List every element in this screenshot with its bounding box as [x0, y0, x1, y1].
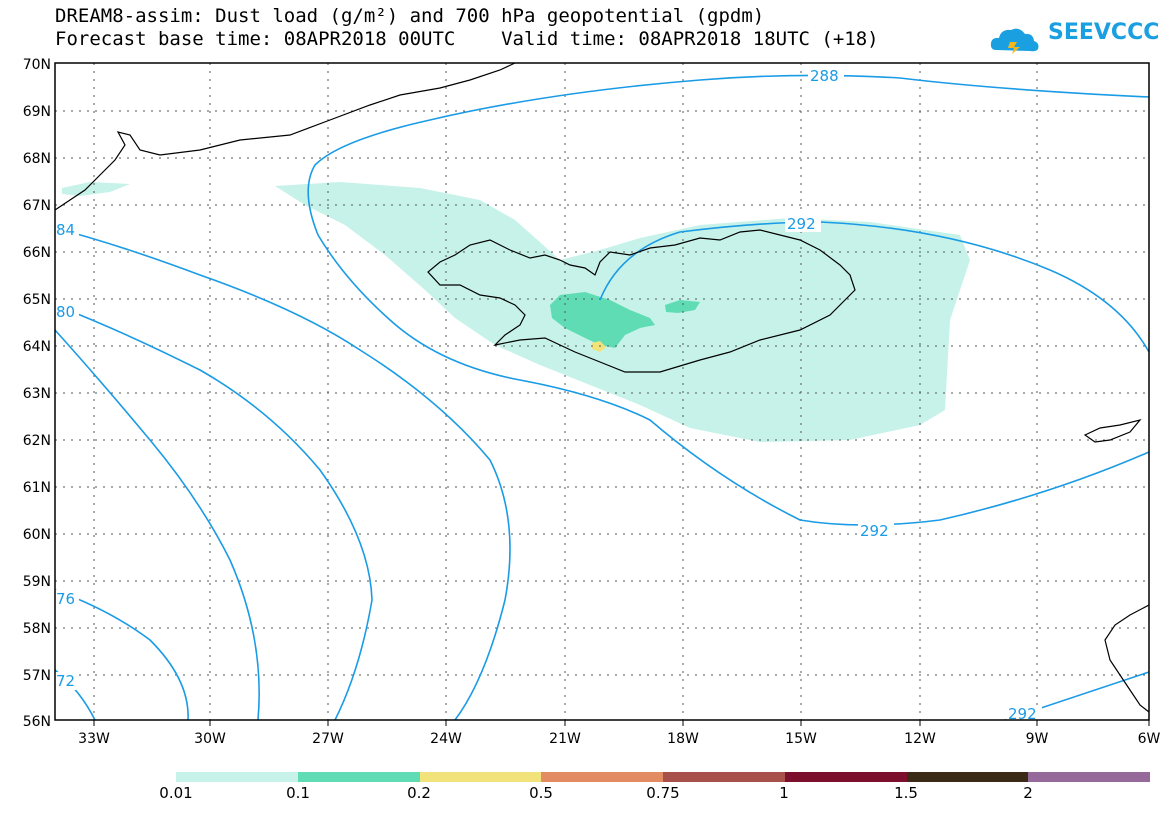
- legend-swatch: [176, 772, 298, 782]
- lon-label: 33W: [78, 731, 110, 747]
- legend-swatch: [663, 772, 785, 782]
- lon-label: 18W: [667, 731, 699, 747]
- contour-labels: 288 292 292 292 84 80 76 72: [55, 66, 1042, 723]
- geopotential-contours: [54, 74, 1150, 721]
- lat-label: 68N: [23, 151, 51, 167]
- lat-grid: [55, 110, 1149, 676]
- contour-label-292: 292: [787, 215, 816, 233]
- legend-label: 0.01: [159, 784, 193, 802]
- lon-label: 12W: [904, 731, 936, 747]
- lat-labels: 70N 69N 68N 67N 66N 65N 64N 63N 62N 61N …: [23, 57, 51, 730]
- coastlines: [54, 62, 1150, 713]
- legend-swatch: [419, 772, 542, 782]
- contour-label-292: 292: [1008, 705, 1037, 723]
- contour-76-b: [54, 589, 189, 721]
- legend-swatch: [784, 772, 907, 782]
- lon-labels: 33W 30W 27W 24W 21W 18W 15W 12W 9W 6W: [78, 731, 1160, 747]
- lat-label: 69N: [23, 104, 51, 120]
- scotland-coast: [1104, 604, 1150, 713]
- chart-subtitle: Forecast base time: 08APR2018 00UTC Vali…: [55, 28, 879, 50]
- lat-label: 63N: [23, 386, 51, 402]
- contour-76: [54, 329, 260, 721]
- contour-288: [307, 74, 1150, 526]
- contour-label-80: 80: [56, 303, 75, 321]
- lon-label: 6W: [1138, 731, 1161, 747]
- contour-label-292: 292: [860, 522, 889, 540]
- legend-label: 0.5: [529, 784, 553, 802]
- contour-292-inner: [599, 221, 1150, 353]
- lat-label: 65N: [23, 292, 51, 308]
- lon-label: 30W: [194, 731, 226, 747]
- contour-label-84: 84: [56, 221, 75, 239]
- ticks: [93, 720, 1150, 726]
- contour-84: [54, 227, 511, 721]
- lat-label: 62N: [23, 433, 51, 449]
- lon-label: 15W: [785, 731, 817, 747]
- cloud-icon: [990, 28, 1039, 54]
- legend-swatch: [297, 772, 420, 782]
- legend-label: 0.75: [646, 784, 680, 802]
- lon-grid: [93, 63, 1038, 720]
- lon-label: 24W: [430, 731, 462, 747]
- lat-label: 64N: [23, 339, 51, 355]
- lat-label: 66N: [23, 245, 51, 261]
- faroe-coast: [1083, 418, 1142, 443]
- contour-label-76: 76: [56, 590, 75, 608]
- lat-label: 57N: [23, 668, 51, 684]
- color-legend: [176, 772, 1150, 782]
- lon-label: 9W: [1026, 731, 1049, 747]
- legend-label: 0.1: [286, 784, 310, 802]
- dust-area-mid: [550, 292, 655, 348]
- logo-text: SEEVCCC: [1048, 20, 1160, 45]
- lat-label: 56N: [23, 714, 51, 730]
- contour-label-72: 72: [56, 672, 75, 690]
- greenland-coast: [54, 62, 516, 211]
- legend-swatch: [906, 772, 1029, 782]
- iceland-coast: [427, 229, 856, 373]
- lon-label: 27W: [312, 731, 344, 747]
- legend-label: 1.5: [894, 784, 918, 802]
- plot-frame: [54, 62, 1150, 721]
- dust-area-mid-2: [665, 300, 700, 313]
- legend-label: 2: [1023, 784, 1033, 802]
- lat-label: 67N: [23, 198, 51, 214]
- lat-label: 58N: [23, 621, 51, 637]
- contour-label-288: 288: [810, 67, 839, 85]
- legend-label: 0.2: [407, 784, 431, 802]
- chart-title: DREAM8-assim: Dust load (g/m²) and 700 h…: [55, 5, 765, 27]
- contour-80: [54, 304, 373, 721]
- dust-area-low-west: [62, 182, 130, 196]
- lat-label: 61N: [23, 480, 51, 496]
- lat-label: 70N: [23, 57, 51, 73]
- lon-label: 21W: [549, 731, 581, 747]
- legend-swatch: [1028, 772, 1150, 782]
- legend-swatch: [541, 772, 663, 782]
- legend-label: 1: [779, 784, 789, 802]
- lat-label: 59N: [23, 574, 51, 590]
- lat-label: 60N: [23, 527, 51, 543]
